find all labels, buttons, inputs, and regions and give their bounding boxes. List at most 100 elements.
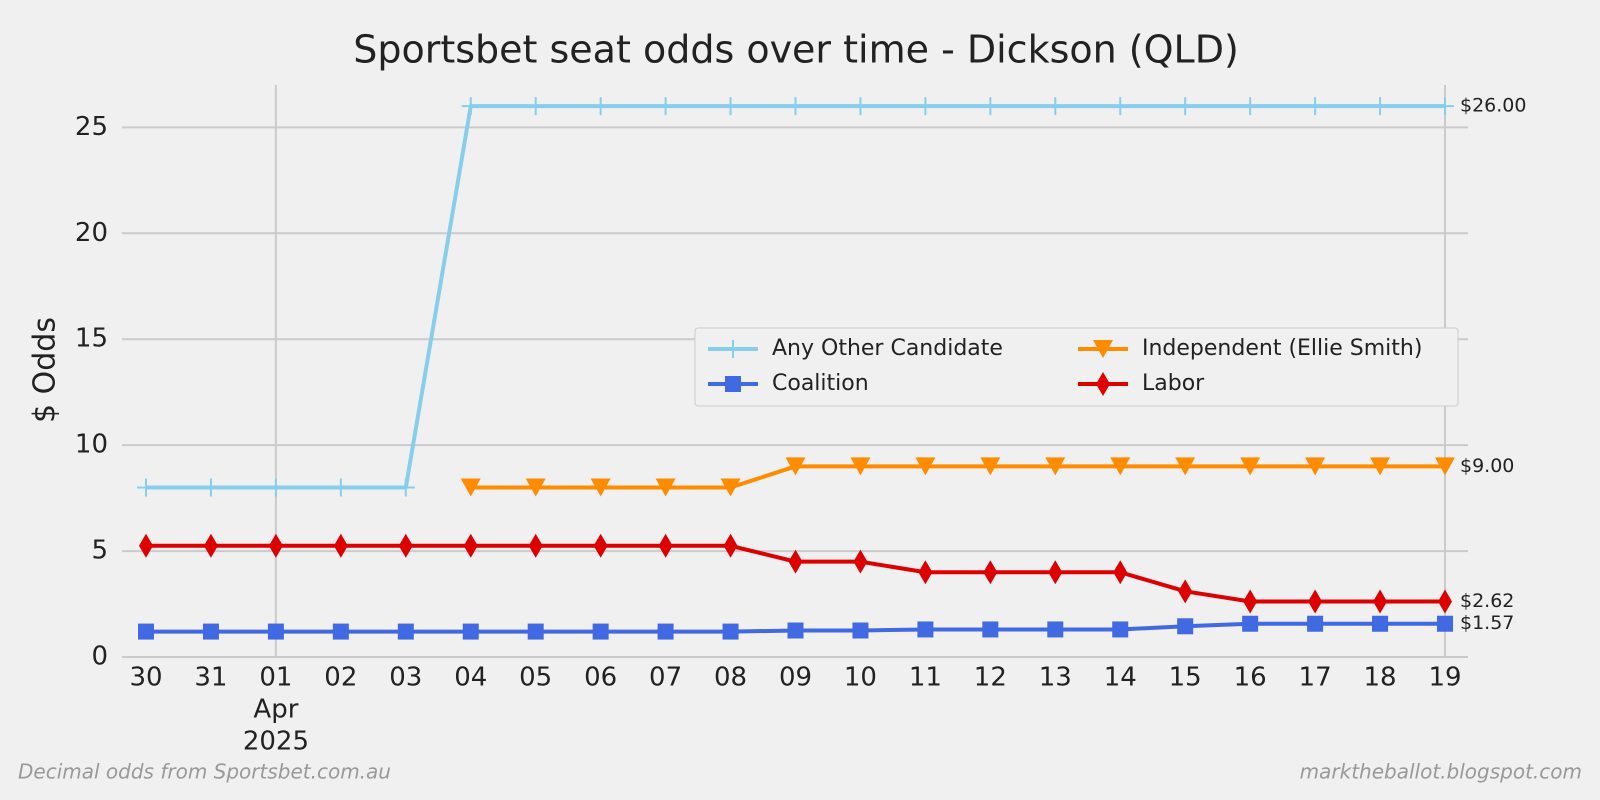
marker (788, 549, 803, 574)
marker (1178, 579, 1193, 604)
marker (980, 457, 1001, 476)
marker (723, 533, 738, 558)
footer-left: Decimal odds from Sportsbet.com.au (18, 760, 391, 784)
marker (656, 97, 675, 116)
marker (725, 376, 741, 392)
footer-right: marktheballot.blogspot.com (1300, 760, 1582, 784)
marker (396, 478, 415, 497)
y-tick-label: 25 (75, 112, 108, 142)
y-tick-label: 15 (75, 324, 108, 354)
x-tick-label: 16 (1234, 663, 1267, 693)
x-tick-label: 03 (389, 663, 422, 693)
legend-label: Labor (1142, 371, 1205, 396)
marker (853, 549, 868, 574)
marker (918, 560, 933, 585)
marker (528, 533, 543, 558)
marker (268, 533, 283, 558)
marker (1047, 621, 1064, 638)
marker (266, 478, 285, 497)
marker (527, 623, 544, 640)
marker (1438, 589, 1452, 614)
marker (1176, 97, 1195, 116)
marker (1370, 457, 1391, 476)
marker (915, 457, 936, 476)
marker (1242, 615, 1259, 632)
marker (1436, 97, 1454, 116)
marker (463, 533, 478, 558)
marker (138, 623, 154, 640)
end-label: $1.57 (1460, 612, 1514, 634)
x-tick-label: 02 (324, 663, 357, 693)
marker (1177, 618, 1194, 635)
marker (1307, 615, 1324, 632)
x-year-label: 2025 (243, 727, 309, 757)
x-tick-label: 04 (454, 663, 487, 693)
x-tick-label: 12 (974, 663, 1007, 693)
legend-label: Coalition (772, 371, 869, 396)
marker (721, 97, 740, 116)
end-label: $26.00 (1460, 95, 1526, 117)
marker (1096, 372, 1110, 396)
marker (137, 478, 155, 497)
x-tick-label: 05 (519, 663, 552, 693)
marker (785, 457, 806, 476)
marker (591, 97, 610, 116)
marker (332, 623, 349, 640)
marker (1093, 340, 1113, 358)
marker (1437, 615, 1453, 632)
marker (526, 97, 545, 116)
legend-label: Independent (Ellie Smith) (1142, 336, 1422, 361)
marker (720, 478, 741, 497)
x-tick-label: 11 (909, 663, 942, 693)
marker (1243, 589, 1258, 614)
marker (851, 97, 870, 116)
x-tick-label: 17 (1299, 663, 1332, 693)
marker (1372, 615, 1389, 632)
x-tick-label: 15 (1169, 663, 1202, 693)
marker (203, 533, 218, 558)
marker (267, 623, 284, 640)
marker (1308, 589, 1323, 614)
legend-box (694, 327, 1459, 407)
series-line (470, 464, 1445, 490)
y-tick-label: 5 (91, 536, 108, 566)
end-label: $9.00 (1460, 455, 1514, 477)
marker (1111, 97, 1130, 116)
x-tick-label: 08 (714, 663, 747, 693)
marker (462, 623, 479, 640)
x-month-label: Apr (253, 695, 298, 725)
marker (916, 97, 935, 116)
marker (657, 623, 674, 640)
x-tick-label: 06 (584, 663, 617, 693)
marker (1110, 457, 1131, 476)
marker (981, 97, 1000, 116)
end-label: $2.62 (1460, 590, 1514, 612)
marker (1241, 97, 1260, 116)
marker (852, 622, 869, 639)
x-tick-label: 18 (1364, 663, 1397, 693)
marker (331, 478, 350, 497)
marker (1175, 457, 1196, 476)
y-axis-label: $ Odds (28, 317, 63, 423)
marker (1435, 457, 1455, 476)
legend-label: Any Other Candidate (772, 336, 1003, 361)
marker (1240, 457, 1261, 476)
marker (786, 97, 805, 116)
marker (1046, 97, 1065, 116)
y-tick-label: 20 (75, 218, 108, 248)
marker (333, 533, 348, 558)
marker (139, 533, 153, 558)
x-tick-label: 07 (649, 663, 682, 693)
marker (460, 478, 481, 497)
y-tick-label: 10 (75, 430, 108, 460)
x-tick-label: 31 (194, 663, 227, 693)
marker (982, 621, 999, 638)
marker (850, 457, 871, 476)
marker (593, 533, 608, 558)
marker (1048, 560, 1063, 585)
series-line (146, 104, 1445, 490)
marker (1045, 457, 1066, 476)
marker (397, 623, 414, 640)
marker (461, 97, 480, 116)
